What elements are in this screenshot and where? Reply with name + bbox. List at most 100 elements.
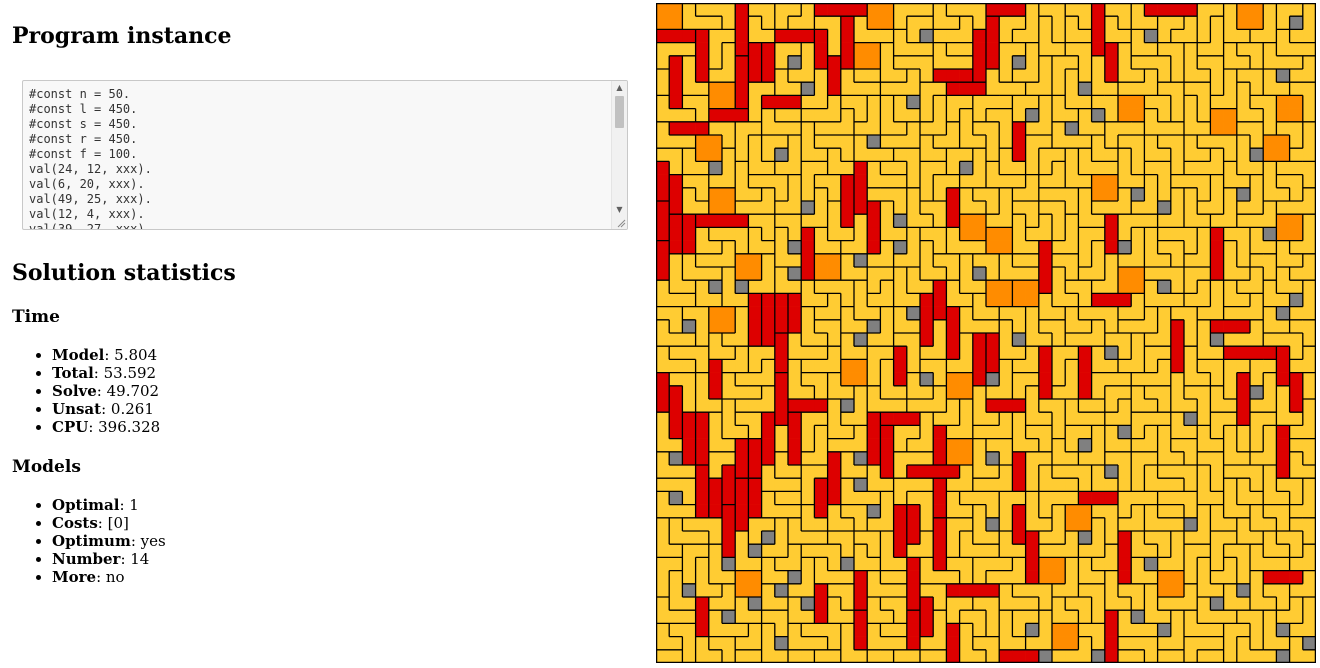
puzzle-cell: [1038, 240, 1053, 255]
puzzle-cell: [1263, 372, 1277, 387]
puzzle-cell: [695, 253, 710, 268]
puzzle-cell: [1091, 240, 1106, 255]
puzzle-cell: [1170, 121, 1185, 136]
puzzle-cell: [774, 623, 789, 637]
puzzle-cell: [986, 306, 1000, 321]
puzzle-cell: [906, 465, 921, 479]
puzzle-cell: [1210, 55, 1224, 70]
puzzle-cell: [735, 359, 749, 373]
puzzle-cell: [722, 531, 736, 545]
puzzle-cell: [1157, 280, 1172, 294]
puzzle-cell: [1170, 570, 1185, 585]
scroll-thumb[interactable]: [615, 96, 624, 128]
puzzle-cell: [946, 557, 960, 571]
puzzle-cell: [682, 517, 696, 532]
puzzle-cell: [946, 399, 960, 413]
puzzle-cell: [761, 372, 776, 387]
puzzle-cell: [920, 267, 934, 281]
puzzle-cell: [854, 425, 868, 439]
puzzle-cell: [1302, 557, 1316, 571]
puzzle-cell: [867, 135, 881, 149]
puzzle-cell: [1065, 372, 1079, 387]
puzzle-cell: [933, 517, 947, 532]
puzzle-cell: [1197, 359, 1211, 373]
stat-item: CPU: 396.328: [52, 418, 160, 436]
puzzle-cell: [1250, 451, 1264, 466]
puzzle-cell: [1276, 319, 1290, 334]
puzzle-cell: [1250, 465, 1264, 479]
puzzle-cell: [986, 95, 1000, 109]
code-scrollbar[interactable]: ▲ ▼: [611, 81, 627, 229]
puzzle-cell: [1052, 333, 1066, 347]
puzzle-cell: [656, 636, 670, 651]
puzzle-cell: [867, 333, 881, 347]
puzzle-cell: [1223, 253, 1238, 268]
puzzle-cell: [1170, 240, 1185, 255]
puzzle-cell: [1012, 597, 1026, 611]
puzzle-cell: [1210, 108, 1224, 123]
puzzle-cell: [986, 3, 1000, 17]
puzzle-cell: [1210, 346, 1224, 360]
puzzle-cell: [1131, 201, 1145, 215]
puzzle-cell: [827, 82, 842, 96]
puzzle-cell: [1276, 280, 1290, 294]
puzzle-cell: [669, 517, 683, 532]
program-code-textarea[interactable]: #const n = 50. #const l = 450. #const s …: [22, 80, 628, 230]
puzzle-cell: [1025, 623, 1040, 637]
puzzle-cell: [1065, 3, 1079, 17]
puzzle-cell: [1170, 95, 1185, 109]
puzzle-cell: [920, 557, 934, 571]
puzzle-cell: [801, 161, 815, 175]
puzzle-cell: [893, 55, 908, 70]
puzzle-cell: [1144, 319, 1158, 334]
puzzle-cell: [1302, 29, 1316, 43]
puzzle-cell: [1289, 425, 1304, 439]
puzzle-cell: [1263, 649, 1277, 663]
puzzle-cell: [933, 333, 947, 347]
puzzle-cell: [669, 240, 683, 255]
program-code-content[interactable]: #const n = 50. #const l = 450. #const s …: [23, 81, 627, 229]
puzzle-cell: [1157, 3, 1172, 17]
puzzle-cell: [880, 253, 894, 268]
puzzle-cell: [801, 649, 815, 663]
resize-handle-icon[interactable]: [616, 218, 626, 228]
puzzle-cell: [999, 95, 1013, 109]
puzzle-cell: [1157, 201, 1172, 215]
puzzle-cell: [1170, 531, 1185, 545]
puzzle-cell: [906, 121, 921, 136]
puzzle-cell: [1052, 319, 1066, 334]
scroll-down-arrow-icon[interactable]: ▼: [616, 205, 623, 214]
puzzle-cell: [827, 465, 842, 479]
puzzle-cell: [999, 359, 1013, 373]
puzzle-cell: [867, 478, 881, 492]
puzzle-cell: [1223, 135, 1238, 149]
puzzle-cell: [1052, 425, 1066, 439]
puzzle-cell: [682, 280, 696, 294]
puzzle-cell: [854, 201, 868, 215]
puzzle-cell: [682, 201, 696, 215]
puzzle-cell: [1091, 42, 1106, 57]
puzzle-cell: [1144, 95, 1158, 109]
puzzle-cell: [1197, 148, 1211, 162]
puzzle-cell: [656, 121, 670, 136]
puzzle-cell: [1104, 42, 1119, 57]
puzzle-cell: [1197, 95, 1211, 109]
scroll-up-arrow-icon[interactable]: ▲: [616, 83, 623, 92]
puzzle-cell: [1078, 161, 1092, 175]
puzzle-cell: [946, 623, 960, 637]
puzzle-cell: [827, 135, 842, 149]
puzzle-cell: [959, 372, 974, 387]
puzzle-cell: [920, 42, 934, 57]
puzzle-cell: [1236, 623, 1251, 637]
puzzle-cell: [682, 174, 696, 189]
puzzle-cell: [893, 267, 908, 281]
puzzle-cell: [1223, 319, 1238, 334]
puzzle-cell: [1091, 517, 1106, 532]
puzzle-cell: [1104, 623, 1119, 637]
puzzle-cell: [682, 55, 696, 70]
puzzle-cell: [682, 214, 696, 228]
puzzle-cell: [774, 82, 789, 96]
puzzle-cell: [986, 372, 1000, 387]
puzzle-cell: [1144, 55, 1158, 70]
puzzle-cell: [1078, 465, 1092, 479]
